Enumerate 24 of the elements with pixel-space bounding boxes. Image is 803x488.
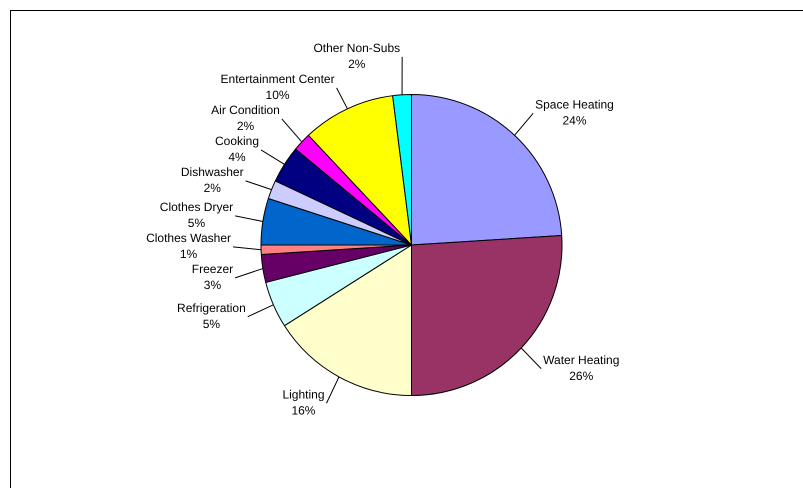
slice-label: Clothes Dryer bbox=[160, 200, 234, 214]
slice-label: Lighting bbox=[282, 388, 324, 402]
data-label: 2% bbox=[236, 119, 254, 134]
slice-label: Water Heating bbox=[543, 352, 620, 367]
data-label: 2% bbox=[348, 57, 366, 72]
slice-label: Freezer bbox=[192, 262, 234, 276]
slice-label: Air Condition bbox=[211, 103, 280, 118]
data-label: 1% bbox=[180, 247, 198, 262]
slice-label: Clothes Washer bbox=[146, 231, 231, 246]
data-label: 2% bbox=[204, 181, 222, 196]
slice-label: Dishwasher bbox=[180, 165, 244, 180]
slice-label: Entertainment Center bbox=[220, 72, 335, 86]
data-label: 26% bbox=[569, 368, 594, 383]
slice-label: Refrigeration bbox=[177, 301, 246, 316]
data-label: 4% bbox=[228, 150, 246, 164]
slice-label: Space Heating bbox=[535, 98, 614, 112]
data-label: 3% bbox=[204, 278, 222, 292]
slice-label: Cooking bbox=[214, 134, 260, 148]
data-label: 16% bbox=[291, 404, 316, 418]
slice-label: Other Non-Subs bbox=[313, 41, 400, 56]
data-label: 5% bbox=[202, 317, 220, 332]
data-label: 10% bbox=[266, 88, 290, 102]
data-label: 24% bbox=[562, 114, 587, 128]
data-label: 5% bbox=[188, 216, 206, 230]
